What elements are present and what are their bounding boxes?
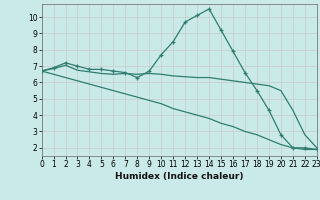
X-axis label: Humidex (Indice chaleur): Humidex (Indice chaleur) [115, 172, 244, 181]
